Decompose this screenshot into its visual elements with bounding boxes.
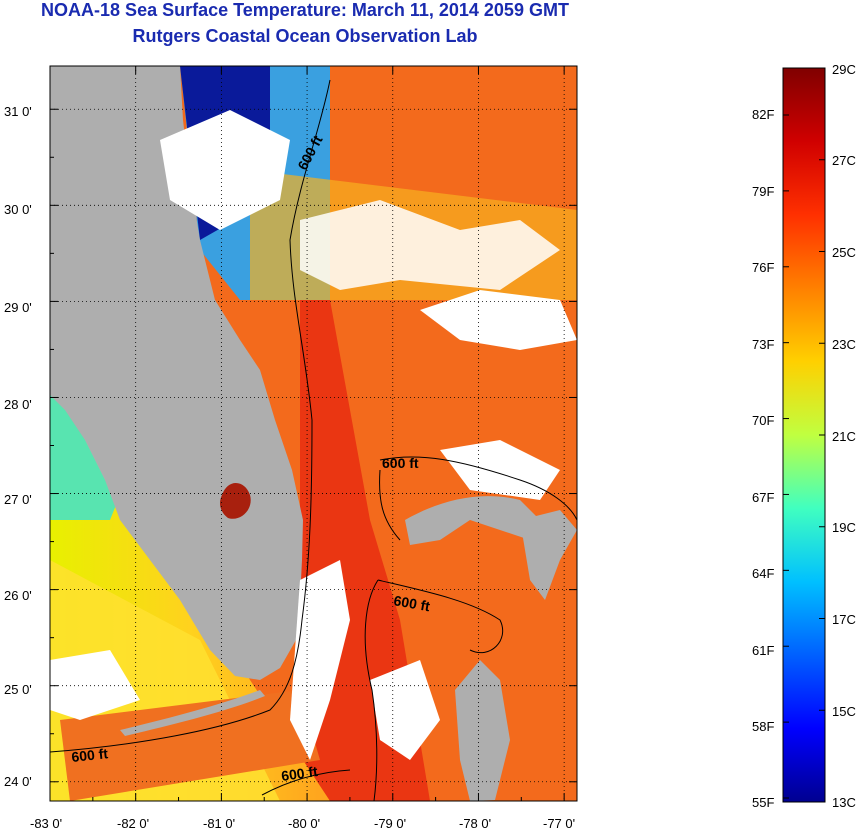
longitude-axis: -83 0' -82 0' -81 0' -80 0' -79 0' -78 0… xyxy=(30,816,575,831)
lon-tick-label: -79 0' xyxy=(374,816,406,831)
colorbar: 29C 27C 25C 23C 21C 19C 17C 15C 13C 82F … xyxy=(752,62,856,810)
lon-tick-label: -83 0' xyxy=(30,816,62,831)
lat-tick-label: 25 0' xyxy=(4,682,32,697)
cloud-patch xyxy=(300,200,560,290)
lat-tick-label: 24 0' xyxy=(4,774,32,789)
contour-label: 600 ft xyxy=(71,745,109,765)
contour-label: 600 ft xyxy=(280,763,319,784)
celsius-label: 23C xyxy=(832,337,856,352)
map-title: NOAA-18 Sea Surface Temperature: March 1… xyxy=(41,0,569,20)
fahrenheit-label: 76F xyxy=(752,260,774,275)
lon-tick-label: -78 0' xyxy=(459,816,491,831)
lon-tick-label: -77 0' xyxy=(543,816,575,831)
celsius-label: 29C xyxy=(832,62,856,77)
isobath-contour xyxy=(261,769,351,796)
lat-tick-label: 26 0' xyxy=(4,588,32,603)
map-subtitle: Rutgers Coastal Ocean Observation Lab xyxy=(132,26,478,46)
fahrenheit-label: 58F xyxy=(752,719,774,734)
cloud-patch xyxy=(370,660,440,760)
celsius-label: 15C xyxy=(832,704,856,719)
florida-land xyxy=(50,66,303,680)
axis-ticks xyxy=(49,66,577,801)
grand-bahama xyxy=(405,496,540,545)
abaco xyxy=(520,510,577,600)
fahrenheit-label: 64F xyxy=(752,566,774,581)
cloud-patch xyxy=(160,110,290,230)
lat-tick-label: 29 0' xyxy=(4,300,32,315)
florida-straits-water xyxy=(60,690,320,801)
colorbar-scale xyxy=(782,67,826,803)
fahrenheit-label: 82F xyxy=(752,107,774,122)
colorbar-ticks xyxy=(783,67,825,803)
lat-tick-label: 31 0' xyxy=(4,104,32,119)
lon-tick-label: -80 0' xyxy=(288,816,320,831)
isobath-contour xyxy=(379,469,401,541)
cloud-patch xyxy=(440,440,560,500)
fahrenheit-label: 55F xyxy=(752,795,774,810)
celsius-label: 19C xyxy=(832,520,856,535)
celsius-label: 17C xyxy=(832,612,856,627)
fahrenheit-label: 79F xyxy=(752,184,774,199)
cloud-patch xyxy=(420,290,577,350)
lat-tick-label: 27 0' xyxy=(4,492,32,507)
fahrenheit-label: 67F xyxy=(752,490,774,505)
celsius-label: 13C xyxy=(832,795,856,810)
sst-field: 600 ft 600 ft 600 ft 600 ft 600 ft xyxy=(50,66,577,801)
fahrenheit-label: 61F xyxy=(752,643,774,658)
map-frame xyxy=(49,65,578,802)
celsius-label: 25C xyxy=(832,245,856,260)
lat-tick-label: 28 0' xyxy=(4,397,32,412)
cloud-patch xyxy=(50,650,140,720)
celsius-label: 21C xyxy=(832,429,856,444)
isobath-contour xyxy=(50,79,331,753)
lake-okeechobee xyxy=(220,482,251,519)
lat-tick-label: 30 0' xyxy=(4,202,32,217)
celsius-label: 27C xyxy=(832,153,856,168)
isobath-contour xyxy=(364,579,504,801)
isobath-contour xyxy=(379,456,577,521)
cloud-patch xyxy=(290,560,350,760)
latitude-axis: 24 0' 25 0' 26 0' 27 0' 28 0' 29 0' 30 0… xyxy=(4,104,32,789)
fahrenheit-label: 73F xyxy=(752,337,774,352)
andros-island xyxy=(455,660,510,801)
lon-tick-label: -81 0' xyxy=(203,816,235,831)
florida-keys xyxy=(120,690,265,736)
lon-tick-label: -82 0' xyxy=(117,816,149,831)
contour-label: 600 ft xyxy=(392,592,431,614)
contour-label: 600 ft xyxy=(382,455,419,471)
fahrenheit-label: 70F xyxy=(752,413,774,428)
